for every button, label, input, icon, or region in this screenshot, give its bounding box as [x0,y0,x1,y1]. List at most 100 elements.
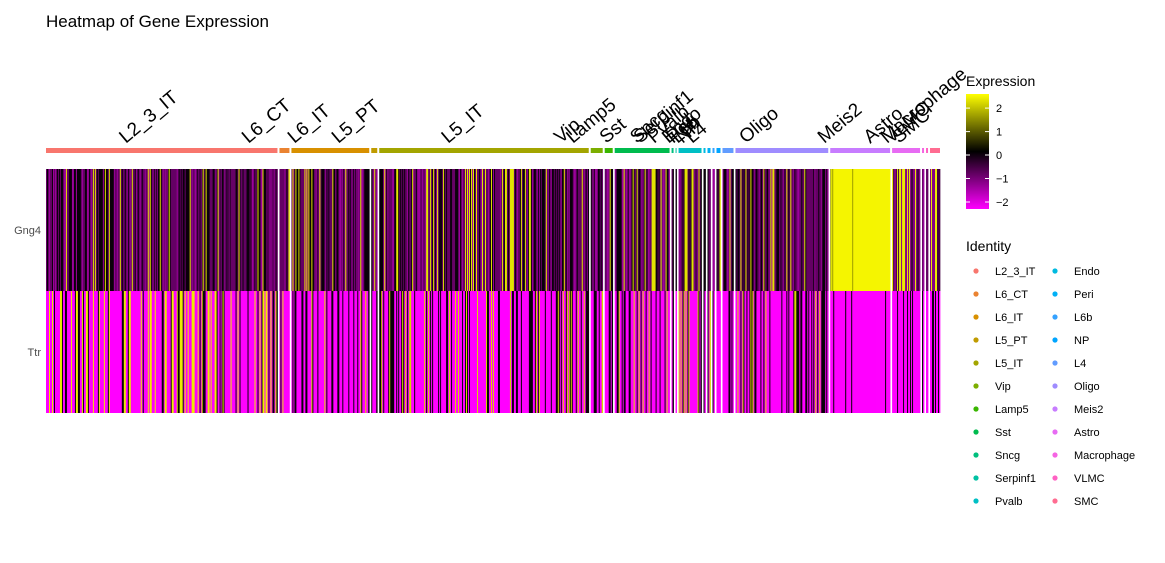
heat-cell [529,169,532,291]
heat-cell [884,169,886,291]
heat-cell [447,291,449,413]
heat-cell [208,291,210,413]
heat-cell [662,291,664,413]
group-bar-Peri [707,148,711,153]
heat-cell [555,169,558,291]
heat-cell [120,291,123,413]
identity-label-VLMC: VLMC [1074,473,1105,485]
heat-cell [217,169,219,291]
identity-swatch-Oligo [1052,383,1058,389]
heat-cell [276,291,278,413]
heat-cell [68,291,71,413]
heat-cell [216,169,218,291]
identity-swatch-Astro [1052,429,1058,435]
heat-cell [819,169,821,291]
heat-cell [836,291,838,413]
heat-cell [843,169,845,291]
heat-cell [848,169,850,291]
heat-cell [315,169,317,291]
heat-cell [756,291,758,413]
heat-cell [499,169,502,291]
heat-cell [582,169,585,291]
heat-cell [878,169,880,291]
heat-cell [176,169,179,291]
heat-cell [773,291,775,413]
heat-cell [450,169,452,291]
heat-cell [505,291,508,413]
heat-cell [461,291,463,413]
heat-cell [366,169,368,291]
heat-cell [238,291,240,413]
heat-cell [591,291,594,413]
heat-cell [801,291,803,413]
heat-cell [843,291,845,413]
heat-cell [437,291,439,413]
heat-cell [852,291,854,413]
heat-cell [436,291,438,413]
heat-cell [680,169,682,291]
heat-cell [491,291,494,413]
heat-cell [527,169,530,291]
heat-cell [425,291,427,413]
heat-cell [761,169,763,291]
heat-cell [493,169,496,291]
heat-cell [576,169,579,291]
heat-cell [931,169,933,291]
heat-cell [305,169,307,291]
heat-cell [140,169,143,291]
heat-cell [406,291,408,413]
heat-cell [271,169,273,291]
heat-cell [136,291,139,413]
heat-cell [838,291,840,413]
heat-cell [691,169,693,291]
heat-cell [269,169,271,291]
heat-cell [802,169,804,291]
heat-cell [834,169,836,291]
heat-cell [841,291,843,413]
heat-cell [209,169,211,291]
heat-cell [283,291,285,413]
heat-cell [807,169,809,291]
heat-cell [619,291,622,413]
heat-cell [708,169,710,291]
heat-cell [283,169,285,291]
heat-cell [595,169,598,291]
heat-cell [755,169,757,291]
heat-cell [583,291,586,413]
heat-cell [471,169,473,291]
heat-cell [406,169,408,291]
heat-cell [472,169,474,291]
heat-cell [564,291,567,413]
heat-cell [461,169,463,291]
heat-cell [237,169,239,291]
heat-cell [310,291,312,413]
heat-cell [904,169,906,291]
heat-cell [163,169,166,291]
heat-cell [347,291,349,413]
heat-cell [569,291,572,413]
identity-label-Endo: Endo [1074,266,1100,278]
heat-cell [760,291,762,413]
identity-swatch-NP [1052,337,1058,343]
heat-cell [641,169,643,291]
heat-cell [388,169,390,291]
heat-cell [545,291,548,413]
heat-cell [757,291,759,413]
heat-cell [871,291,873,413]
colorbar-tick-label: −1 [996,174,1009,186]
colorbar-tick-label: 2 [996,103,1002,115]
heat-cell [373,169,375,291]
heat-cell [374,169,376,291]
heat-cell [47,291,49,413]
heat-cell [50,291,53,413]
heat-cell [456,291,458,413]
heat-cell [264,169,266,291]
heat-cell [127,291,130,413]
heat-cell [497,291,500,413]
heat-cell [893,291,895,413]
heat-cell [159,291,162,413]
heat-cell [343,169,345,291]
heat-cell [546,291,549,413]
heat-cell [321,291,323,413]
